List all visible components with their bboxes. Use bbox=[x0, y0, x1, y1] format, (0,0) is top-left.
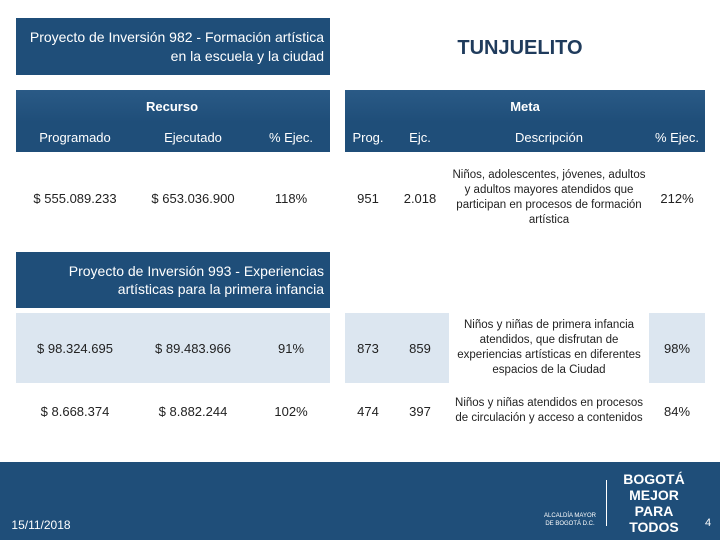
value-cell: 397 bbox=[409, 403, 431, 419]
value-cell: 91% bbox=[252, 313, 330, 383]
value-cell: $ 98.324.695 bbox=[16, 313, 134, 383]
footer bbox=[0, 462, 720, 540]
project-1-title: Proyecto de Inversión 982 - Formación ar… bbox=[16, 18, 330, 75]
column-header: % Ejec. bbox=[252, 122, 330, 152]
logo-divider bbox=[606, 480, 607, 526]
value-cell: 873 bbox=[345, 313, 391, 383]
page-number: 4 bbox=[704, 517, 712, 529]
value-cell: 951 bbox=[357, 190, 379, 206]
project-2-title: Proyecto de Inversión 993 - Experiencias… bbox=[16, 252, 330, 308]
value-cell: $ 8.882.244 bbox=[158, 403, 228, 419]
value-cell: $ 89.483.966 bbox=[134, 313, 252, 383]
value-cell: $ 653.036.900 bbox=[151, 190, 235, 206]
description-cell: Niños y niñas de primera infancia atendi… bbox=[457, 319, 641, 376]
value-cell: 859 bbox=[391, 313, 449, 383]
value-cell: $ 8.668.374 bbox=[40, 403, 110, 419]
value-cell: 102% bbox=[274, 403, 308, 419]
column-header: % Ejec. bbox=[649, 122, 705, 152]
date: 15/11/2018 bbox=[11, 518, 71, 532]
value-cell: 474 bbox=[357, 403, 379, 419]
column-header: Ejecutado bbox=[134, 122, 252, 152]
logo-bogota: BOGOTÁ MEJOR PARA TODOS bbox=[623, 471, 685, 535]
value-cell: 2.018 bbox=[403, 190, 437, 206]
value-cell: 98% bbox=[649, 313, 705, 383]
description-cell: Niños y niñas atendidos en procesos de c… bbox=[455, 397, 643, 424]
column-header: Descripción bbox=[449, 122, 649, 152]
column-header: Ejc. bbox=[391, 122, 449, 152]
value-cell: $ 555.089.233 bbox=[33, 190, 117, 206]
location: TUNJUELITO bbox=[457, 36, 583, 59]
value-cell: 212% bbox=[660, 190, 694, 206]
value-cell: 84% bbox=[663, 403, 691, 419]
logo-alcaldia: ALCALDÍA MAYOR DE BOGOTÁ D.C. bbox=[544, 513, 596, 527]
column-header: Programado bbox=[16, 122, 134, 152]
column-header: Prog. bbox=[345, 122, 391, 152]
meta-header: Meta bbox=[345, 90, 705, 122]
recurso-header: Recurso bbox=[16, 90, 330, 122]
description-cell: Niños, adolescentes, jóvenes, adultos y … bbox=[452, 169, 646, 226]
value-cell: 118% bbox=[274, 190, 308, 206]
